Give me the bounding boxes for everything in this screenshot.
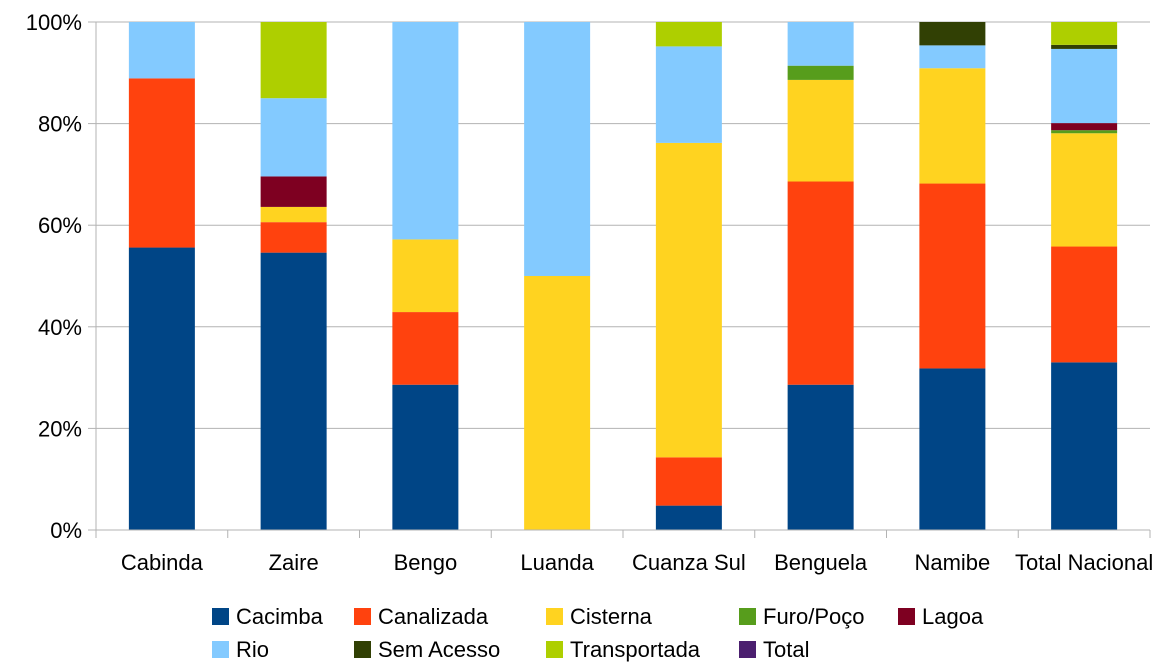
bar-segment-3-5: [524, 22, 591, 276]
bar-segment-0-5: [128, 22, 195, 79]
bar-segment-2-0: [392, 384, 459, 530]
bar-segment-5-1: [787, 181, 854, 385]
y-tick-label: 20%: [38, 416, 82, 441]
bar-segment-5-0: [787, 384, 854, 530]
legend-label: Rio: [236, 637, 269, 662]
bar-segment-7-1: [1051, 246, 1118, 363]
legend-label: Canalizada: [378, 604, 489, 629]
legend-swatch: [739, 608, 756, 625]
bar-segment-4-2: [655, 142, 722, 458]
legend-swatch: [354, 608, 371, 625]
bar-segment-1-5: [260, 98, 327, 177]
x-tick-label: Luanda: [520, 550, 594, 575]
x-tick-label: Total Nacional: [1015, 550, 1153, 575]
bar-segment-6-1: [919, 183, 986, 369]
bar-segment-7-0: [1051, 362, 1118, 530]
legend-label: Transportada: [570, 637, 701, 662]
bar-segment-6-2: [919, 68, 986, 184]
legend-swatch: [546, 608, 563, 625]
x-tick-label: Benguela: [774, 550, 868, 575]
bar-segment-7-7: [1051, 22, 1118, 45]
bar-segment-1-2: [260, 206, 327, 223]
bar-segment-7-2: [1051, 133, 1118, 247]
legend-swatch: [354, 641, 371, 658]
x-axis: Cabinda Zaire Bengo Luanda Cuanza Sul Benguel…: [95, 529, 1153, 575]
bar-segment-7-3: [1051, 130, 1118, 134]
bars: [128, 22, 1118, 530]
bar-segment-4-0: [655, 505, 722, 530]
bar-segment-2-1: [392, 312, 459, 385]
bar-segment-3-2: [524, 276, 591, 530]
bar-segment-2-5: [392, 22, 459, 240]
x-tick-label: Cabinda: [121, 550, 204, 575]
bar-segment-1-0: [260, 252, 327, 530]
x-tick-label: Namibe: [914, 550, 990, 575]
bar-segment-5-3: [787, 65, 854, 80]
bar-segment-6-5: [919, 45, 986, 69]
legend-swatch: [739, 641, 756, 658]
bar-segment-4-1: [655, 457, 722, 506]
bar-segment-2-2: [392, 239, 459, 313]
y-axis: 0% 20% 40% 60% 80% 100%: [26, 10, 97, 543]
legend: Cacimba Canalizada Cisterna Furo/Poço Lagoa R…: [212, 604, 984, 662]
bar-segment-4-5: [655, 46, 722, 143]
legend-swatch: [898, 608, 915, 625]
y-tick-label: 40%: [38, 315, 82, 340]
legend-swatch: [212, 641, 229, 658]
y-tick-label: 60%: [38, 213, 82, 238]
bar-segment-1-7: [260, 22, 327, 99]
bar-segment-5-2: [787, 79, 854, 182]
bar-segment-6-0: [919, 368, 986, 530]
gridlines: [96, 21, 1150, 531]
x-tick-label: Cuanza Sul: [632, 550, 746, 575]
bar-segment-0-1: [128, 78, 195, 248]
legend-label: Cacimba: [236, 604, 324, 629]
legend-label: Sem Acesso: [378, 637, 500, 662]
legend-label: Lagoa: [922, 604, 984, 629]
bar-segment-0-0: [128, 247, 195, 530]
bar-segment-1-4: [260, 176, 327, 207]
y-tick-label: 80%: [38, 112, 82, 137]
x-tick-label: Zaire: [269, 550, 319, 575]
legend-label: Cisterna: [570, 604, 653, 629]
bar-segment-1-1: [260, 222, 327, 253]
y-tick-label: 100%: [26, 10, 82, 35]
x-tick-label: Bengo: [394, 550, 458, 575]
bar-segment-4-7: [655, 22, 722, 47]
bar-segment-7-5: [1051, 48, 1118, 124]
bar-segment-7-6: [1051, 44, 1118, 49]
bar-segment-6-6: [919, 22, 986, 46]
legend-label: Total: [763, 637, 809, 662]
legend-swatch: [546, 641, 563, 658]
bar-segment-5-5: [787, 22, 854, 66]
y-tick-label: 0%: [50, 518, 82, 543]
legend-swatch: [212, 608, 229, 625]
legend-label: Furo/Poço: [763, 604, 865, 629]
bar-segment-7-4: [1051, 123, 1118, 131]
